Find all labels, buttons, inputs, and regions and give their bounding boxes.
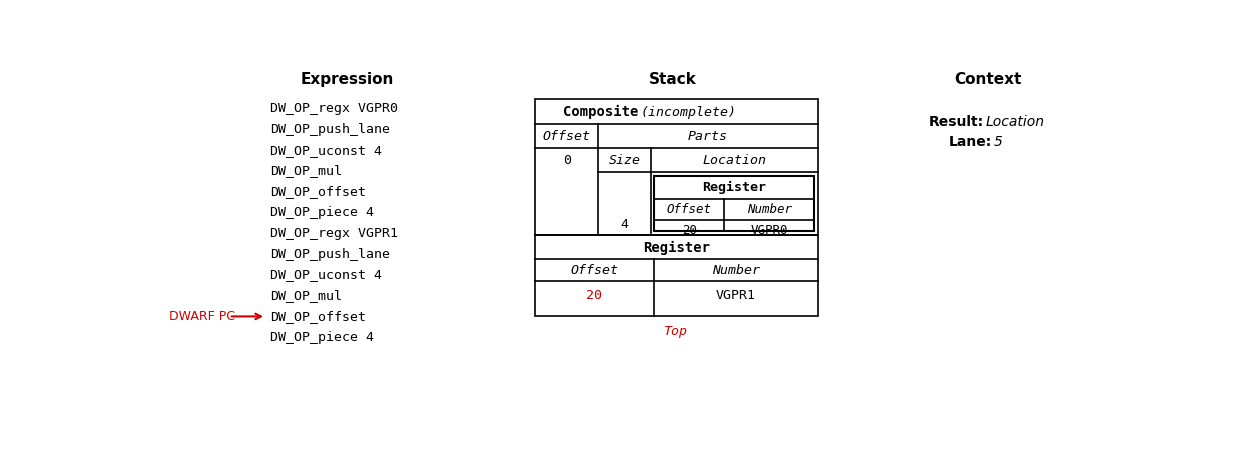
Text: 4: 4 (620, 218, 629, 231)
Bar (535, 235, 818, 315)
Text: DW_OP_push_lane: DW_OP_push_lane (269, 248, 390, 261)
Text: Size: Size (609, 154, 640, 167)
Text: Offset: Offset (571, 264, 618, 277)
Text: DW_OP_mul: DW_OP_mul (269, 164, 341, 177)
Text: 5: 5 (994, 135, 1003, 149)
Text: Result:: Result: (930, 115, 984, 129)
Text: Offset: Offset (542, 130, 591, 143)
Text: DW_OP_piece 4: DW_OP_piece 4 (269, 331, 374, 344)
Text: Register: Register (702, 181, 766, 194)
Text: DW_OP_uconst 4: DW_OP_uconst 4 (269, 268, 382, 281)
Text: DW_OP_push_lane: DW_OP_push_lane (269, 123, 390, 136)
Text: DW_OP_regx VGPR1: DW_OP_regx VGPR1 (269, 227, 398, 240)
Text: Register: Register (643, 241, 710, 255)
Text: Location: Location (702, 154, 767, 167)
Text: DW_OP_offset: DW_OP_offset (269, 185, 366, 198)
Text: Composite: Composite (563, 105, 639, 119)
Text: Number: Number (712, 264, 759, 277)
Text: Location: Location (985, 115, 1045, 129)
Text: VGPR1: VGPR1 (716, 289, 756, 302)
Text: VGPR0: VGPR0 (751, 225, 788, 237)
Text: (incomplete): (incomplete) (640, 106, 736, 119)
Text: Top: Top (664, 324, 689, 337)
Text: DW_OP_mul: DW_OP_mul (269, 289, 341, 302)
Text: DW_OP_uconst 4: DW_OP_uconst 4 (269, 144, 382, 157)
Text: Lane:: Lane: (949, 135, 992, 149)
Text: 0: 0 (562, 154, 571, 167)
Text: DW_OP_offset: DW_OP_offset (269, 310, 366, 323)
Text: Offset: Offset (666, 203, 712, 216)
Text: Expression: Expression (300, 72, 393, 87)
Text: Parts: Parts (688, 130, 728, 143)
Text: Number: Number (747, 203, 792, 216)
Text: Stack: Stack (649, 72, 696, 87)
Text: DWARF PC: DWARF PC (169, 310, 235, 323)
Text: 20: 20 (681, 225, 697, 237)
Bar (535, 98, 818, 235)
Text: DW_OP_regx VGPR0: DW_OP_regx VGPR0 (269, 102, 398, 115)
Text: Context: Context (954, 72, 1021, 87)
Text: DW_OP_piece 4: DW_OP_piece 4 (269, 206, 374, 219)
Text: 20: 20 (586, 289, 602, 302)
Bar (654, 176, 814, 231)
